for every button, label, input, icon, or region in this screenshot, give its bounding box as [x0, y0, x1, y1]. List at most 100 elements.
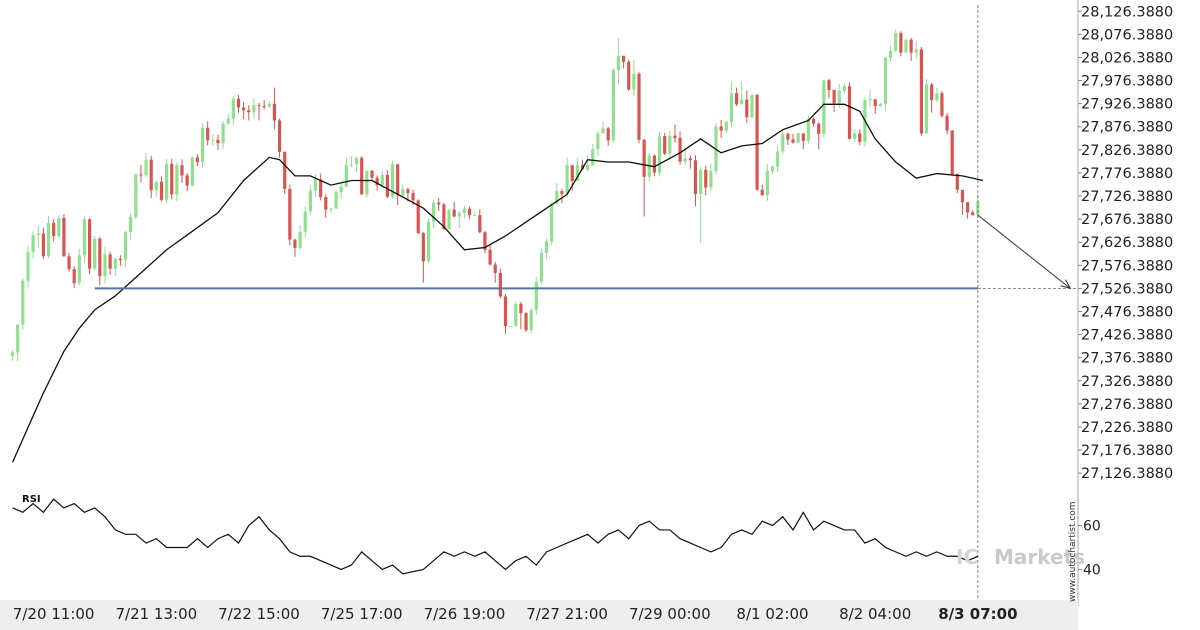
candle-body — [190, 157, 194, 186]
candle — [544, 238, 549, 260]
candle — [539, 248, 544, 285]
candle — [452, 201, 456, 217]
candle — [699, 166, 703, 243]
candle-body — [899, 33, 903, 53]
candle — [899, 31, 903, 57]
candle — [734, 87, 739, 107]
candle — [221, 120, 225, 150]
price-tick-label: 27,376.3880 — [1081, 351, 1173, 367]
candle-body — [888, 50, 893, 58]
candle — [272, 87, 277, 130]
candle-body — [601, 128, 605, 134]
candle-body — [437, 202, 441, 205]
candle-body — [498, 272, 502, 297]
candle-body — [134, 174, 138, 217]
candle-body — [904, 39, 908, 53]
candle-body — [416, 200, 420, 234]
candle — [683, 148, 687, 165]
candle — [401, 184, 405, 198]
candle — [503, 294, 508, 334]
candle-body — [806, 119, 811, 141]
candle — [226, 113, 230, 126]
candle — [339, 183, 343, 199]
candle-body — [734, 93, 739, 105]
time-tick-label: 8/1 02:00 — [736, 605, 808, 623]
candle — [693, 155, 698, 207]
candle-body — [62, 217, 66, 257]
candle-body — [960, 189, 965, 203]
candle-body — [411, 192, 415, 201]
candle — [940, 90, 944, 118]
candle — [724, 120, 728, 134]
candle-body — [765, 171, 769, 196]
candle-body — [67, 256, 71, 270]
candle — [144, 152, 148, 177]
candle — [822, 80, 826, 138]
candle-body — [206, 127, 210, 141]
candle-body — [10, 352, 15, 356]
candle-body — [370, 170, 374, 178]
candle — [139, 164, 143, 183]
candle-body — [247, 110, 251, 113]
candle — [498, 268, 502, 299]
price-tick-label: 28,076.3880 — [1081, 27, 1173, 43]
candle-body — [883, 57, 888, 104]
candle — [103, 247, 107, 284]
candle-body — [858, 133, 862, 142]
candle-body — [349, 164, 354, 166]
candle-body — [242, 107, 246, 111]
candle — [483, 230, 487, 254]
candle — [488, 245, 492, 266]
candle-body — [344, 165, 348, 187]
candle-body — [334, 192, 338, 209]
candle-body — [226, 118, 230, 124]
candle — [704, 165, 708, 196]
candle-body — [267, 103, 271, 107]
candle-body — [473, 215, 477, 217]
candle-body — [93, 238, 97, 269]
candle — [750, 94, 754, 119]
candle-body — [303, 211, 307, 232]
candle-body — [693, 160, 698, 194]
candle-body — [170, 163, 174, 195]
candle — [565, 157, 569, 198]
candle-body — [919, 49, 923, 134]
candle — [894, 29, 898, 53]
candle-body — [123, 232, 128, 260]
candle-body — [914, 49, 918, 53]
candle — [909, 37, 913, 61]
candle — [108, 251, 112, 275]
candle — [729, 81, 734, 128]
candle-body — [837, 90, 841, 104]
candle — [82, 216, 87, 263]
candle-body — [796, 133, 800, 143]
candle — [396, 163, 400, 205]
candle — [231, 95, 235, 126]
candle — [745, 90, 749, 123]
brand-logo-icon: IC — [956, 545, 978, 569]
candle — [324, 194, 328, 218]
candle — [924, 79, 929, 134]
candle — [935, 87, 939, 102]
candle-body — [365, 170, 369, 195]
candle-body — [26, 252, 30, 281]
candle-body — [873, 99, 877, 107]
candle-body — [894, 33, 898, 51]
candle-body — [478, 215, 482, 233]
candle-body — [154, 181, 158, 191]
price-tick-label: 27,226.3880 — [1081, 420, 1173, 436]
time-tick-label: 7/21 13:00 — [115, 605, 197, 623]
candle-body — [555, 191, 559, 204]
candle-body — [822, 80, 826, 134]
price-tick-label: 27,726.3880 — [1081, 189, 1173, 205]
projection-arrowhead — [1060, 279, 1072, 290]
candle — [21, 277, 25, 330]
candle — [129, 212, 133, 241]
candle-body — [401, 189, 405, 196]
candle-body — [565, 165, 569, 194]
candle — [519, 301, 523, 330]
candle — [52, 219, 56, 242]
candle-body — [642, 139, 646, 177]
candle-body — [524, 313, 528, 331]
candle-body — [719, 126, 723, 131]
